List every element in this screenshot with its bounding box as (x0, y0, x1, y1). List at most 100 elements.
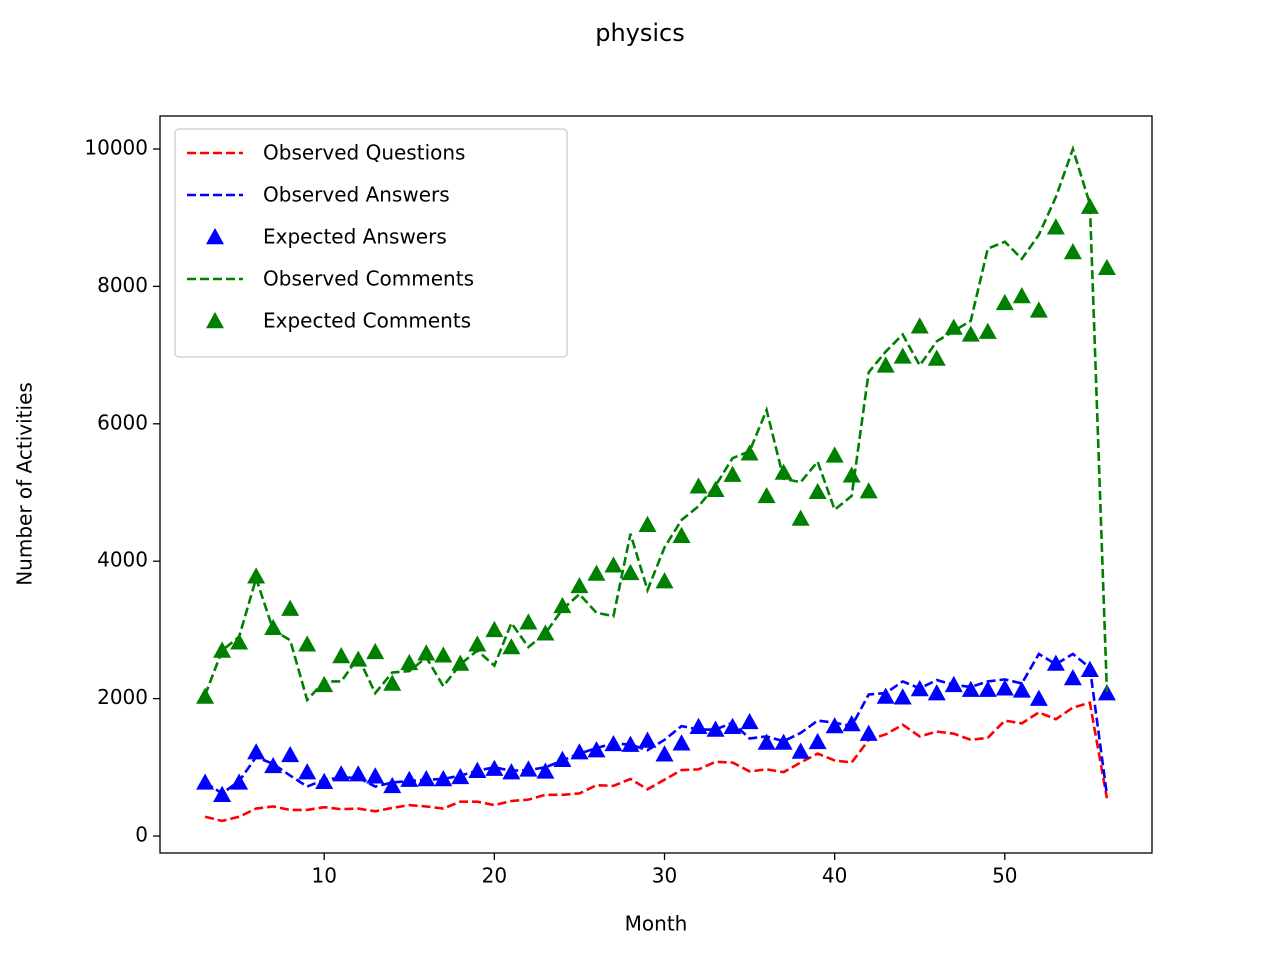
legend-swatch (206, 312, 224, 329)
triangle-marker (230, 633, 249, 650)
triangle-marker (1063, 243, 1082, 260)
plot-frame (159, 115, 1153, 854)
triangle-marker (1012, 287, 1031, 304)
triangle-marker (604, 556, 623, 573)
legend-label: Expected Answers (263, 225, 447, 249)
triangle-marker (706, 720, 725, 737)
triangle-marker (366, 767, 385, 784)
triangle-marker (587, 564, 606, 581)
y-tick-label: 2000 (97, 685, 148, 709)
triangle-marker (842, 466, 861, 483)
triangle-marker (536, 762, 555, 779)
y-tick-label: 8000 (97, 273, 148, 297)
triangle-marker (502, 763, 521, 780)
triangle-marker (859, 482, 878, 499)
legend-swatch (206, 228, 224, 245)
triangle-marker (689, 477, 708, 494)
triangle-marker (434, 646, 453, 663)
triangle-marker (757, 486, 776, 504)
y-axis-label: Number of Activities (13, 382, 37, 586)
triangle-marker (570, 743, 589, 760)
triangle-marker (536, 624, 555, 641)
triangle-marker (1029, 689, 1048, 706)
triangle-marker (859, 724, 878, 741)
triangle-marker (247, 743, 266, 760)
triangle-marker (196, 773, 215, 790)
triangle-marker (468, 761, 487, 778)
y-tick-label: 0 (135, 823, 148, 847)
triangle-marker (1012, 681, 1031, 698)
triangle-marker (485, 620, 504, 638)
triangle-marker (1029, 301, 1048, 318)
triangle-marker (672, 734, 691, 751)
triangle-marker (1046, 218, 1065, 235)
legend-label: Observed Questions (263, 141, 465, 165)
triangle-marker (638, 515, 657, 532)
y-tick-label: 6000 (97, 410, 148, 434)
triangle-marker (638, 731, 657, 748)
triangle-marker (264, 618, 283, 636)
triangle-marker (995, 293, 1014, 311)
triangle-marker (808, 732, 827, 750)
x-axis-label: Month (625, 912, 688, 936)
triangle-marker (230, 773, 249, 790)
triangle-marker (196, 687, 215, 704)
triangle-marker (553, 750, 572, 767)
triangle-marker (944, 318, 963, 335)
triangle-marker (281, 599, 300, 616)
triangle-marker (791, 742, 810, 759)
triangle-marker (961, 680, 980, 697)
x-tick-label: 40 (822, 864, 847, 888)
triangle-marker (910, 680, 929, 697)
triangle-marker (315, 772, 334, 789)
triangle-marker (893, 347, 912, 364)
triangle-marker (1097, 684, 1116, 701)
triangle-marker (332, 765, 351, 782)
triangle-marker (723, 717, 742, 734)
triangle-marker (434, 770, 453, 787)
triangle-marker (1080, 660, 1099, 677)
triangle-marker (621, 563, 640, 581)
triangle-marker (400, 653, 419, 671)
triangle-marker (366, 642, 385, 660)
triangle-marker (417, 770, 436, 787)
legend-label: Observed Comments (263, 267, 474, 291)
legend: Observed Questions Observed Answers Expect… (174, 128, 568, 358)
triangle-marker (842, 715, 861, 732)
triangle-marker (740, 444, 759, 461)
triangle-marker (774, 463, 793, 480)
triangle-marker (978, 680, 997, 697)
triangle-marker (791, 509, 810, 526)
triangle-marker (332, 647, 351, 664)
triangle-marker (944, 675, 963, 693)
triangle-marker (995, 679, 1014, 696)
triangle-marker (400, 770, 419, 787)
triangle-marker (910, 317, 929, 334)
legend-label: Observed Answers (263, 183, 450, 207)
triangle-marker (927, 349, 946, 366)
triangle-marker (349, 765, 368, 782)
triangle-marker (774, 733, 793, 750)
x-tick-label: 20 (482, 864, 507, 888)
legend-label: Expected Comments (263, 309, 471, 333)
triangle-marker (876, 687, 895, 704)
triangle-marker (893, 688, 912, 705)
triangle-marker (1080, 197, 1099, 214)
chart-title: physics (595, 19, 685, 47)
triangle-marker (587, 741, 606, 758)
triangle-marker (978, 322, 997, 339)
triangle-marker (655, 745, 674, 762)
triangle-marker (740, 712, 759, 730)
triangle-marker (485, 759, 504, 776)
triangle-marker (1063, 669, 1082, 686)
series-line (204, 701, 1109, 823)
triangle-marker (502, 638, 521, 655)
triangle-marker (825, 717, 844, 734)
triangle-marker (383, 674, 402, 691)
triangle-marker (927, 684, 946, 701)
triangle-marker (315, 675, 334, 693)
legend-box (174, 128, 568, 358)
triangle-marker (1097, 258, 1116, 276)
triangle-marker (621, 735, 640, 752)
